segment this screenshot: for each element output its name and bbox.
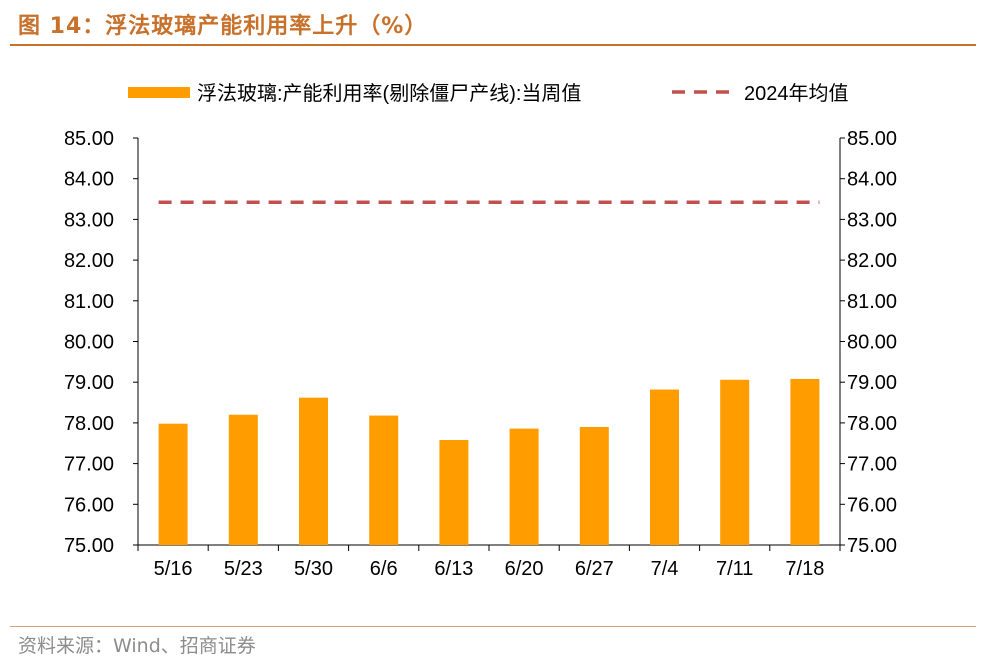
x-tick-label: 7/4 <box>651 558 679 580</box>
source-note: 资料来源：Wind、招商证券 <box>18 635 256 657</box>
left-y-tick-label: 77.00 <box>64 454 114 476</box>
x-tick-label: 6/6 <box>370 558 398 580</box>
left-y-tick-label: 83.00 <box>64 209 114 231</box>
left-y-tick-label: 75.00 <box>64 535 114 557</box>
legend-label-bar-series: 浮法玻璃:产能利用率(剔除僵尸产线):当周值 <box>197 82 581 105</box>
right-y-tick-label: 75.00 <box>847 535 897 557</box>
x-tick-label: 6/27 <box>575 558 614 580</box>
right-y-axis-ticks: 75.00 76.00 77.00 78.00 79.00 80.00 81.00 82.00… <box>840 128 897 557</box>
x-tick-label: 5/16 <box>154 558 193 580</box>
title-divider <box>10 44 976 46</box>
bar-6-6 <box>369 415 399 545</box>
right-y-tick-label: 76.00 <box>847 494 897 516</box>
left-y-tick-label: 81.00 <box>64 291 114 313</box>
bar-5-23 <box>228 414 258 545</box>
bar-7-4 <box>650 389 679 545</box>
left-y-tick-label: 76.00 <box>64 494 114 516</box>
right-y-tick-label: 84.00 <box>847 169 897 191</box>
right-y-tick-label: 85.00 <box>847 128 897 150</box>
right-y-tick-label: 80.00 <box>847 332 897 354</box>
figure-title: 图 14：浮法玻璃产能利用率上升（%） <box>18 14 428 39</box>
right-y-tick-label: 78.00 <box>847 413 897 435</box>
bar-series <box>158 378 820 545</box>
left-y-tick-label: 79.00 <box>64 372 114 394</box>
x-tick-label: 7/18 <box>785 558 824 580</box>
x-tick-label: 7/11 <box>716 558 753 580</box>
legend-swatch-bar <box>128 87 190 98</box>
right-y-tick-label: 83.00 <box>847 209 897 231</box>
bar-7-11 <box>720 379 750 545</box>
bar-6-13 <box>439 439 469 545</box>
bar-5-16 <box>158 423 188 545</box>
footer-divider <box>10 626 976 627</box>
bar-5-30 <box>299 397 328 545</box>
chart-legend: 浮法玻璃:产能利用率(剔除僵尸产线):当周值 2024年均值 <box>128 82 849 105</box>
right-y-tick-label: 77.00 <box>847 454 897 476</box>
left-y-tick-label: 80.00 <box>64 332 114 354</box>
bar-6-20 <box>509 428 539 545</box>
left-y-tick-label: 78.00 <box>64 413 114 435</box>
bar-6-27 <box>579 426 609 545</box>
left-y-tick-label: 82.00 <box>64 250 114 272</box>
left-y-tick-label: 85.00 <box>64 128 114 150</box>
right-y-tick-label: 79.00 <box>847 372 897 394</box>
bar-7-18 <box>790 378 820 545</box>
left-y-tick-label: 84.00 <box>64 169 114 191</box>
bar-chart: 浮法玻璃:产能利用率(剔除僵尸产线):当周值 2024年均值 75.00 76.0… <box>64 82 897 580</box>
right-y-tick-label: 81.00 <box>847 291 897 313</box>
x-tick-label: 5/23 <box>224 558 263 580</box>
right-y-tick-label: 82.00 <box>847 250 897 272</box>
legend-label-avg-series: 2024年均值 <box>744 82 849 105</box>
x-axis-tick-labels: 5/16 5/23 5/30 6/6 6/13 6/20 6/27 7/4 7/11 7/18 <box>137 545 841 580</box>
left-y-axis-ticks: 75.00 76.00 77.00 78.00 79.00 80.00 81.00 82.00… <box>64 128 138 557</box>
x-tick-label: 6/20 <box>505 558 544 580</box>
x-tick-label: 6/13 <box>434 558 473 580</box>
x-tick-label: 5/30 <box>294 558 333 580</box>
